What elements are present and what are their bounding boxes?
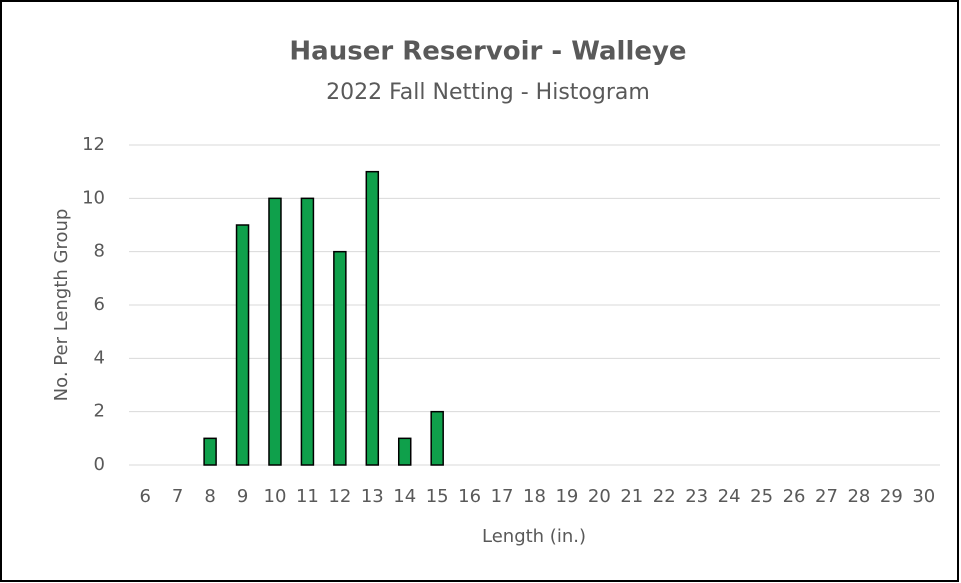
y-tick-label: 12 <box>82 134 105 155</box>
x-tick-label: 20 <box>588 486 611 507</box>
x-tick-label: 17 <box>491 486 514 507</box>
x-tick-label: 14 <box>393 486 416 507</box>
x-tick-label: 19 <box>555 486 578 507</box>
y-tick-label: 10 <box>82 187 105 208</box>
bar <box>333 250 347 466</box>
bar <box>268 197 282 466</box>
x-tick-label: 15 <box>426 486 449 507</box>
x-tick-label: 11 <box>296 486 319 507</box>
x-tick-label: 22 <box>653 486 676 507</box>
bar <box>365 170 380 466</box>
x-tick-label: 23 <box>685 486 708 507</box>
y-tick-label: 4 <box>94 347 105 368</box>
x-tick-label: 9 <box>237 486 248 507</box>
x-tick-label: 8 <box>204 486 215 507</box>
chart-subtitle: 2022 Fall Netting - Histogram <box>326 80 650 105</box>
bar <box>300 197 315 466</box>
x-tick-label: 25 <box>750 486 773 507</box>
y-tick-label: 2 <box>94 401 105 422</box>
y-tick-label: 0 <box>94 454 105 475</box>
x-tick-label: 13 <box>361 486 384 507</box>
x-tick-label: 16 <box>458 486 481 507</box>
y-axis-title: No. Per Length Group <box>51 209 72 402</box>
y-tick-label: 6 <box>94 294 105 315</box>
x-tick-label: 24 <box>718 486 741 507</box>
bar <box>397 437 412 466</box>
x-tick-label: 27 <box>815 486 838 507</box>
x-tick-label: 18 <box>523 486 546 507</box>
x-tick-label: 10 <box>264 486 287 507</box>
bar <box>203 437 217 466</box>
x-tick-label: 7 <box>172 486 183 507</box>
x-tick-label: 30 <box>912 486 935 507</box>
x-tick-label: 21 <box>620 486 643 507</box>
x-tick-label: 6 <box>139 486 150 507</box>
y-tick-label: 8 <box>94 241 105 262</box>
x-tick-label: 12 <box>328 486 351 507</box>
x-tick-label: 28 <box>847 486 870 507</box>
chart-title: Hauser Reservoir - Walleye <box>289 37 686 67</box>
x-tick-label: 29 <box>880 486 903 507</box>
bar <box>235 224 250 466</box>
x-tick-label: 26 <box>783 486 806 507</box>
x-axis-title: Length (in.) <box>482 526 586 547</box>
bar <box>430 410 444 466</box>
